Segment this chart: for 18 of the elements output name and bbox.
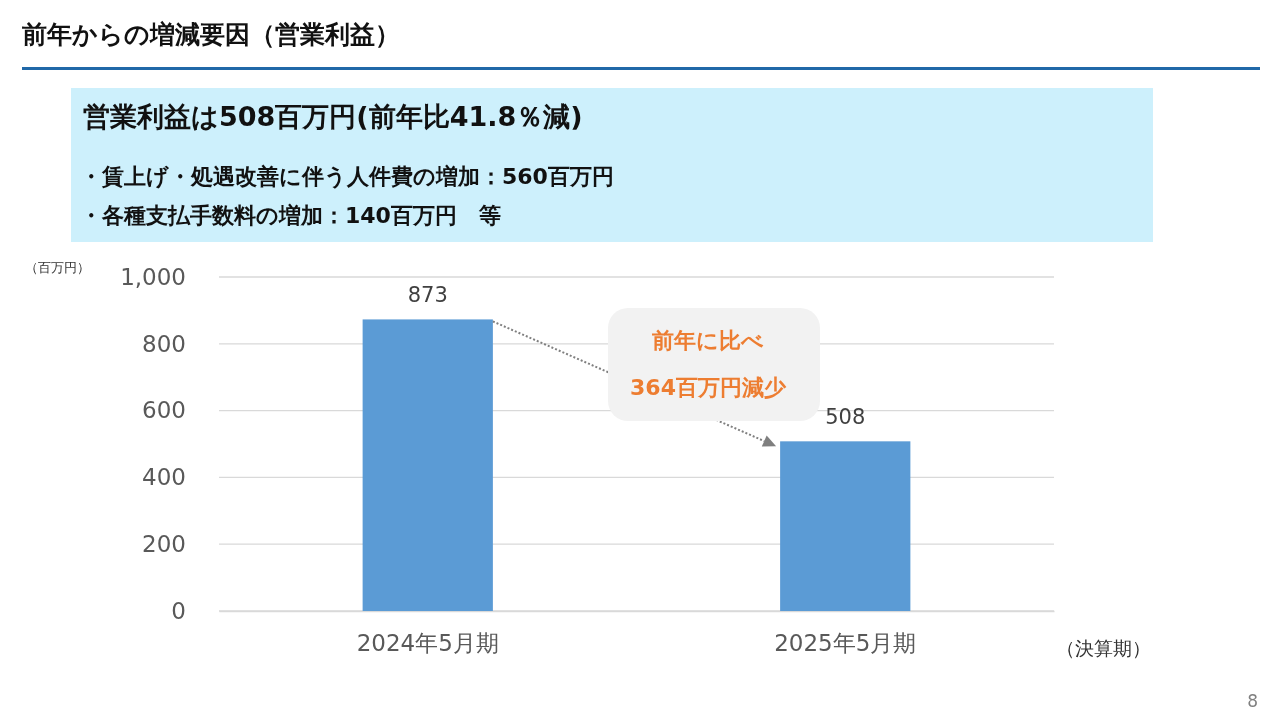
x-tick-label: 2025年5月期	[774, 630, 917, 657]
data-label: 873	[407, 283, 448, 308]
data-label: 508	[825, 405, 866, 430]
chart-title: 前年からの増減要因（営業利益）	[21, 20, 400, 49]
text: ・各種支払手数料の増加：140百万円 等	[80, 203, 501, 228]
y-tick-label: 600	[142, 397, 186, 424]
x-axis-title: （決算期）	[1055, 637, 1151, 659]
y-tick-label: 800	[142, 330, 186, 357]
text: ・賃上げ・処遇改善に伴う人件費の増加：560百万円	[80, 164, 614, 189]
x-tick-label: 2024年5月期	[356, 630, 499, 657]
chart-subtitle: 営業利益は508百万円(前年比41.8％減)	[83, 101, 583, 132]
text: 8	[1247, 691, 1258, 711]
y-tick-label: 1,000	[120, 263, 186, 290]
y-axis-title: （百万円）	[24, 260, 90, 275]
annotation: 前年に比べ 364百万円減少	[630, 328, 787, 400]
y-tick-label: 400	[142, 464, 186, 491]
y-tick-label: 0	[171, 597, 186, 624]
y-tick-label: 200	[142, 531, 186, 558]
